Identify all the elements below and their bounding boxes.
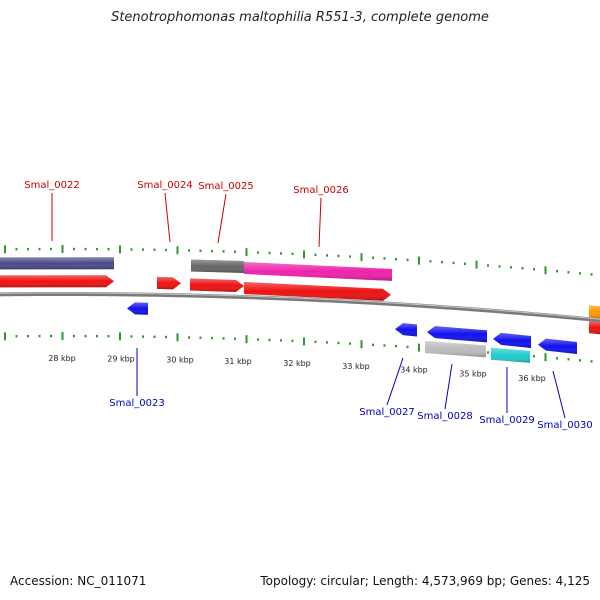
gene-smal-0029-feature-shade [491, 347, 530, 363]
gene-label-bottom: Smal_0028 [417, 411, 472, 422]
gene-smal-0023-shade [127, 302, 148, 315]
kbp-label: 30 kbp [166, 355, 194, 364]
kbp-label: 34 kbp [400, 365, 428, 374]
gene-smal-0022-shade [0, 275, 114, 288]
gene-label-top: Smal_0025 [198, 181, 253, 192]
gene-label-bottom: Smal_0023 [109, 398, 164, 409]
gene-smal-0025-feature-shade [191, 259, 244, 274]
gene-offscreen-red-shade [589, 321, 600, 335]
gene-smal-0028-shade [427, 326, 487, 343]
genome-title: Stenotrophomonas maltophilia R551-3, com… [111, 10, 489, 25]
label-layer: 28 kbp 29 kbp 30 kbp 31 kbp 32 kbp 33 kbp 34 k… [24, 180, 592, 431]
leader-layer [51, 192, 566, 419]
gene-smal-0026-shade [244, 282, 391, 301]
gene-smal-0028-feature-shade [425, 340, 486, 358]
gene-smal-0027-shade [395, 323, 417, 337]
gene-smal-0025-shade [190, 278, 244, 293]
gene-label-bottom: Smal_0029 [479, 415, 534, 426]
kbp-label: 32 kbp [283, 359, 311, 368]
gene-offscreen-orange-shade [589, 305, 600, 319]
accession-text: Accession: NC_011071 [10, 574, 147, 588]
kbp-label: 31 kbp [224, 357, 252, 366]
backbone-layer [0, 292, 600, 323]
kbp-label: 36 kbp [518, 374, 546, 383]
gene-label-leader [444, 363, 453, 410]
gene-smal-0030-shade [538, 338, 577, 355]
genome-summary: Topology: circular; Length: 4,573,969 bp… [260, 574, 590, 588]
gene-label-bottom: Smal_0027 [359, 407, 414, 418]
gene-label-top: Smal_0024 [137, 180, 192, 191]
gene-layer [0, 257, 600, 363]
kbp-label: 33 kbp [342, 362, 370, 371]
gene-label-bottom: Smal_0030 [537, 420, 592, 431]
backbone-highlight [0, 292, 600, 320]
kbp-label: 35 kbp [459, 369, 487, 378]
gene-smal-0029-shade [493, 332, 531, 348]
genome-backbone [0, 292, 600, 323]
gene-label-leader [386, 357, 404, 406]
gene-label-top: Smal_0022 [24, 180, 79, 191]
gene-smal-0026-feature-shade [244, 262, 392, 281]
gene-smal-0022-feature-shade [0, 257, 114, 270]
kbp-label: 29 kbp [107, 354, 135, 363]
gene-label-top: Smal_0026 [293, 185, 348, 196]
gene-label-leader [164, 192, 171, 243]
gene-label-leader [552, 370, 566, 419]
gene-label-leader [217, 193, 227, 244]
kbp-label: 28 kbp [48, 354, 76, 363]
gene-smal-0024-shade [157, 276, 181, 290]
gene-label-leader [318, 197, 322, 248]
